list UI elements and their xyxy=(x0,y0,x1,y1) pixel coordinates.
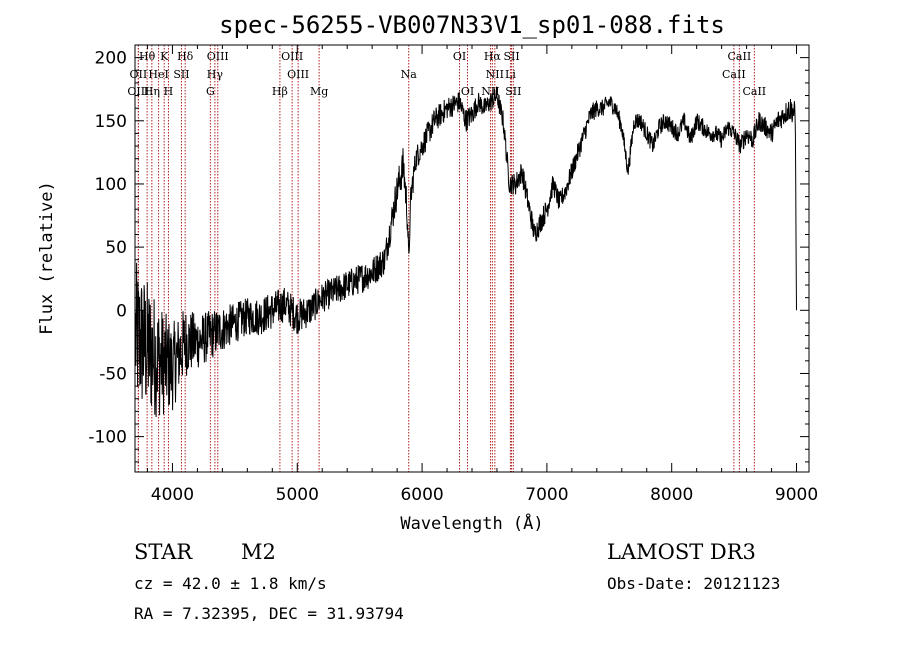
emission-line-label: CaII xyxy=(728,50,752,63)
emission-line-label: OIII xyxy=(281,50,303,63)
survey-name: LAMOST DR3 xyxy=(607,540,756,564)
emission-line-markers xyxy=(137,45,755,472)
emission-line-label: Mg xyxy=(310,85,328,98)
emission-line-label: G xyxy=(206,85,215,98)
emission-line-label: OIII xyxy=(287,68,309,81)
y-tick-label: -50 xyxy=(99,364,127,384)
x-tick-label: 7000 xyxy=(525,485,568,505)
observation-date: Obs-Date: 20121123 xyxy=(607,574,781,593)
chart-title: spec-56255-VB007N33V1_sp01-088.fits xyxy=(219,11,725,39)
emission-line-label: SII xyxy=(173,68,189,81)
emission-line-label: Hη xyxy=(144,85,160,98)
x-axis-ticks: 4000 5000 6000 7000 8000 9000 xyxy=(146,45,818,505)
emission-line-label: OII xyxy=(130,68,148,81)
y-tick-label: 150 xyxy=(95,112,127,132)
emission-line-label: Na xyxy=(401,68,418,81)
x-tick-label: 8000 xyxy=(650,485,693,505)
emission-line-label: NII xyxy=(486,68,504,81)
emission-line-label: K xyxy=(160,50,169,63)
x-axis-label: Wavelength (Å) xyxy=(400,512,543,534)
y-tick-label: 0 xyxy=(116,301,127,321)
emission-line-label: H xyxy=(164,85,174,98)
emission-line-label: Hα xyxy=(484,50,502,63)
y-tick-label: 200 xyxy=(95,49,127,69)
redshift-velocity: cz = 42.0 ± 1.8 km/s xyxy=(134,574,327,593)
object-subclass: M2 xyxy=(241,540,276,564)
emission-line-label: Li xyxy=(505,68,516,81)
emission-line-label: Hγ xyxy=(207,68,224,81)
emission-line-label: Hθ xyxy=(139,50,156,63)
emission-line-label: HeI xyxy=(148,68,168,81)
object-class: STAR xyxy=(134,540,193,564)
emission-line-label: OIII xyxy=(207,50,229,63)
emission-line-label: CaII xyxy=(742,85,766,98)
emission-line-label: OI xyxy=(453,50,466,63)
x-tick-label: 5000 xyxy=(276,485,319,505)
x-tick-label: 6000 xyxy=(400,485,443,505)
y-tick-label: -100 xyxy=(88,428,127,448)
spectrum-series xyxy=(135,86,797,418)
x-tick-label: 9000 xyxy=(775,485,818,505)
y-axis-ticks: -100 -50 0 50 100 150 200 xyxy=(88,49,809,463)
emission-line-label: SII xyxy=(505,85,521,98)
y-axis-label: Flux (relative) xyxy=(37,181,57,335)
emission-line-label: CaII xyxy=(722,68,746,81)
emission-line-label: OIII xyxy=(127,85,149,98)
x-tick-label: 4000 xyxy=(151,485,194,505)
y-tick-label: 100 xyxy=(95,175,127,195)
emission-line-label: SII xyxy=(503,50,519,63)
y-tick-label: 50 xyxy=(105,238,127,258)
emission-line-label: Hβ xyxy=(272,85,288,98)
emission-line-label: Hδ xyxy=(177,50,194,63)
emission-line-label: OI xyxy=(461,85,474,98)
coordinates: RA = 7.32395, DEC = 31.93794 xyxy=(134,604,404,623)
